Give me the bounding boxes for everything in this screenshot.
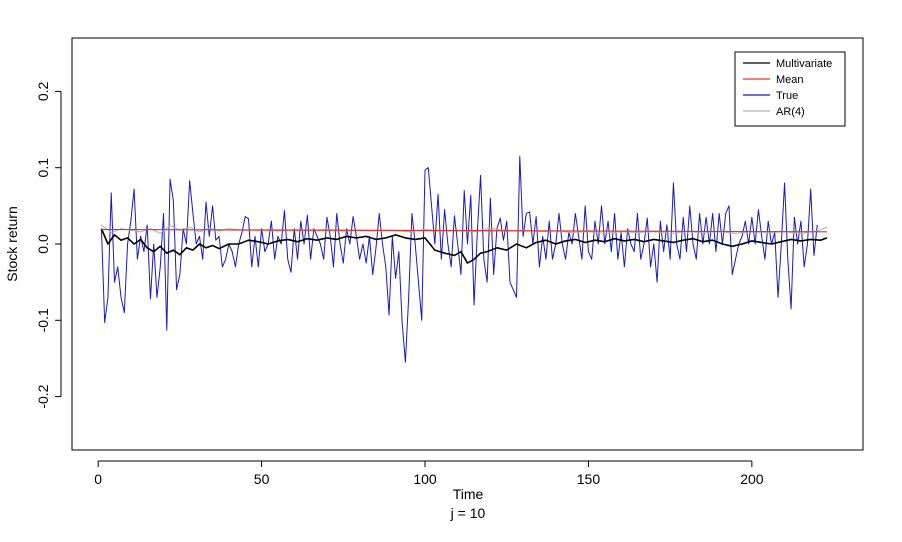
y-tick-label: 0.2 — [35, 81, 51, 101]
y-tick-label: -0.2 — [35, 384, 51, 408]
series-layer — [100, 155, 828, 363]
y-tick-label: -0.1 — [35, 308, 51, 332]
y-tick-label: 0.0 — [35, 234, 51, 254]
series-line-multivariate — [100, 228, 828, 264]
series-line-true — [100, 155, 818, 363]
x-axis: 0 50 100 150 200 — [94, 460, 764, 487]
legend: Multivariate Mean True AR(4) — [734, 51, 846, 127]
x-tick-label: 200 — [740, 471, 764, 487]
y-axis: -0.2 -0.1 0.0 0.1 0.2 — [35, 81, 62, 409]
legend-label-multivariate: Multivariate — [776, 58, 832, 70]
legend-box — [734, 51, 846, 127]
x-axis-subtitle: j = 10 — [450, 505, 486, 521]
y-axis-title: Stock return — [4, 206, 20, 281]
x-tick-label: 100 — [413, 471, 437, 487]
y-tick-label: 0.1 — [35, 158, 51, 178]
legend-label-true: True — [776, 90, 798, 102]
legend-label-ar-4: AR(4) — [776, 106, 805, 118]
x-tick-label: 0 — [94, 471, 102, 487]
x-axis-title: Time — [453, 486, 484, 502]
plot-frame — [71, 37, 864, 451]
legend-label-mean: Mean — [776, 74, 804, 86]
x-tick-label: 150 — [577, 471, 601, 487]
series-line-mean — [101, 228, 828, 233]
x-tick-label: 50 — [254, 471, 270, 487]
